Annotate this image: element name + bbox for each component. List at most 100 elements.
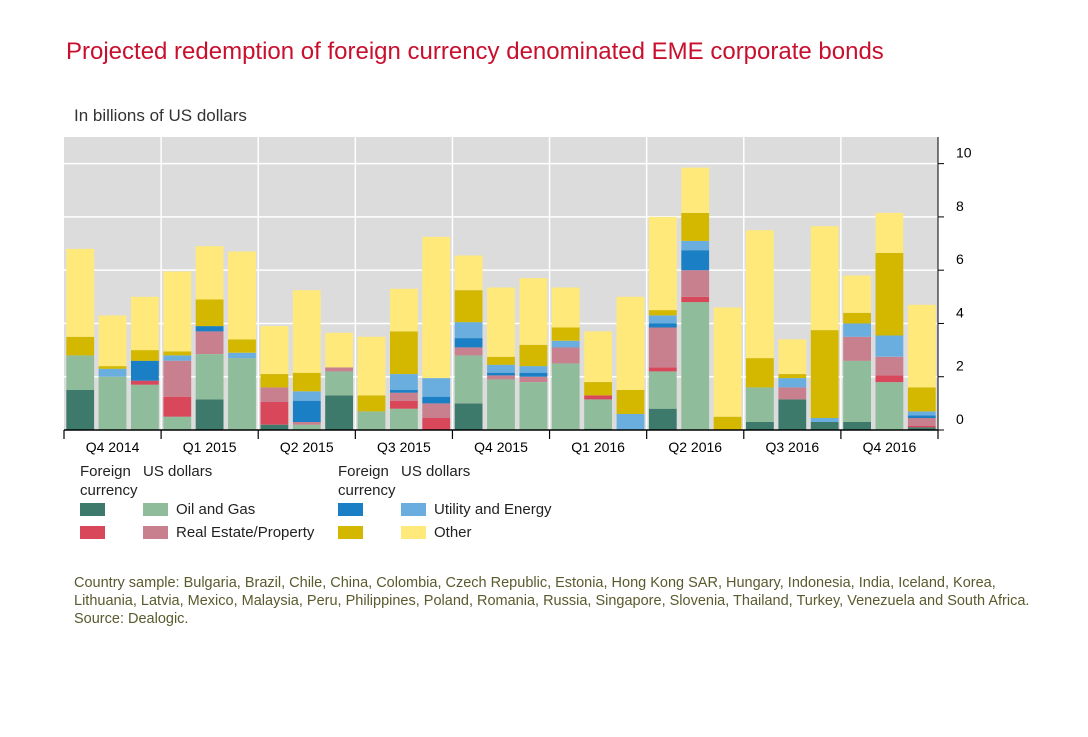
chart-title: Projected redemption of foreign currency… — [66, 38, 884, 65]
bar-segment-other_usd-4 — [195, 246, 224, 300]
bar-segment-other_usd-22 — [778, 339, 807, 374]
bar-segment-other_usd-13 — [487, 287, 515, 357]
bar-segment-other_usd-16 — [584, 331, 612, 382]
bar-segment-other_fc-14 — [519, 344, 548, 367]
bar-segment-ut_usd-12 — [454, 322, 483, 339]
x-tick-label-q1-2015: Q1 2015 — [183, 439, 237, 455]
x-tick-label-q3-2015: Q3 2015 — [377, 439, 431, 455]
bar-segment-re_usd-25 — [875, 356, 904, 376]
bar-segment-ut_usd-18 — [648, 315, 677, 324]
bar-segment-other_usd-20 — [713, 307, 742, 417]
bar-segment-other_fc-19 — [681, 212, 710, 241]
bar-segment-re_usd-18 — [648, 327, 677, 368]
bar-segment-other_fc-7 — [292, 372, 321, 392]
bar-segment-other_usd-14 — [519, 278, 548, 345]
bar-segment-oil_usd-18 — [648, 371, 677, 409]
bar-segment-other_usd-5 — [228, 251, 256, 340]
bar-segment-oil_usd-4 — [195, 354, 224, 400]
bar-segment-ut_usd-22 — [778, 378, 807, 388]
bar-segment-ut_fc-11 — [422, 396, 451, 404]
bar-segment-other_fc-24 — [843, 312, 871, 324]
bar-segment-ut_usd-23 — [810, 418, 839, 422]
bar-segment-re_usd-13 — [487, 375, 515, 380]
y-tick-label-4: 4 — [956, 304, 964, 320]
bar-segment-other_fc-25 — [875, 252, 904, 336]
bar-segment-other_fc-23 — [810, 330, 839, 418]
bar-segment-re_usd-12 — [454, 347, 483, 356]
bar-segment-re_usd-10 — [390, 392, 418, 401]
bar-segment-oil_fc-21 — [746, 422, 774, 430]
bar-segment-re_fc-2 — [131, 380, 159, 385]
bar-segment-oil_usd-21 — [746, 387, 774, 422]
bar-segment-re_fc-10 — [390, 400, 418, 409]
bar-segment-other_fc-13 — [487, 356, 515, 365]
bar-segment-ut_usd-10 — [390, 374, 418, 391]
bar-segment-other_usd-2 — [131, 296, 159, 351]
x-tick-label-q2-2015: Q2 2015 — [280, 439, 334, 455]
bar-segment-other_usd-0 — [66, 248, 95, 337]
bar-segment-ut_usd-25 — [875, 335, 904, 357]
y-tick-label-8: 8 — [956, 198, 964, 214]
bar-segment-other_fc-20 — [713, 416, 742, 430]
bar-segment-ut_fc-7 — [292, 400, 321, 422]
y-tick-label-0: 0 — [956, 411, 964, 427]
bar-segment-oil_fc-4 — [195, 399, 224, 430]
bar-segment-other_fc-21 — [746, 358, 774, 388]
bar-segment-oil_usd-25 — [875, 382, 904, 430]
bar-segment-ut_usd-7 — [292, 391, 321, 401]
bar-segment-other_fc-3 — [163, 351, 192, 356]
bar-segment-ut_usd-14 — [519, 366, 548, 373]
bar-segment-ut_usd-17 — [616, 414, 645, 430]
bar-segment-re_usd-3 — [163, 360, 192, 397]
bar-segment-other_usd-6 — [260, 326, 289, 374]
bar-segment-re_fc-6 — [260, 402, 289, 425]
y-tick-label-2: 2 — [956, 358, 964, 374]
bar-segment-ut_usd-1 — [98, 368, 127, 377]
x-tick-label-q2-2016: Q2 2016 — [668, 439, 722, 455]
bar-segment-oil_usd-24 — [843, 360, 871, 422]
bar-segment-other_usd-11 — [422, 236, 451, 379]
bar-segment-ut_fc-2 — [131, 360, 159, 381]
bar-segment-oil_usd-8 — [325, 371, 353, 396]
bar-segment-ut_fc-18 — [648, 323, 677, 328]
bar-segment-oil_usd-3 — [163, 416, 192, 430]
bar-segment-oil_usd-1 — [98, 376, 127, 430]
bar-segment-other_usd-21 — [746, 230, 774, 359]
bar-segment-ut_fc-10 — [390, 390, 418, 393]
bar-segment-oil_usd-9 — [357, 411, 386, 430]
bar-segment-other_usd-8 — [325, 332, 353, 368]
bar-segment-other_usd-17 — [616, 296, 645, 390]
bar-segment-other_usd-7 — [292, 290, 321, 373]
x-tick-label-q3-2016: Q3 2016 — [765, 439, 819, 455]
bar-segment-oil_usd-12 — [454, 355, 483, 404]
bar-segment-oil_fc-0 — [66, 390, 95, 430]
bar-segment-re_fc-18 — [648, 367, 677, 372]
bar-segment-oil_fc-6 — [260, 424, 289, 430]
bar-segment-oil_usd-19 — [681, 302, 710, 430]
bar-segment-re_usd-4 — [195, 331, 224, 354]
bar-segment-other_fc-0 — [66, 336, 95, 356]
bar-segment-oil_usd-13 — [487, 379, 515, 430]
bar-segment-ut_usd-15 — [551, 340, 580, 348]
bar-segment-other_fc-17 — [616, 390, 645, 414]
bar-segment-other_fc-15 — [551, 327, 580, 341]
bar-segment-oil_usd-16 — [584, 399, 612, 429]
bar-segment-ut_usd-5 — [228, 352, 256, 359]
bar-segment-ut_usd-11 — [422, 378, 451, 397]
bar-segment-oil_fc-12 — [454, 403, 483, 430]
bar-segment-other_fc-5 — [228, 339, 256, 353]
y-tick-label-6: 6 — [956, 251, 964, 267]
bar-segment-other_fc-16 — [584, 382, 612, 396]
bar-segment-other_fc-12 — [454, 290, 483, 323]
bar-segment-re_usd-15 — [551, 347, 580, 364]
bar-segment-re_usd-24 — [843, 336, 871, 361]
bar-segment-other_usd-23 — [810, 226, 839, 331]
bar-segment-re_fc-25 — [875, 375, 904, 383]
bar-segment-oil_fc-23 — [810, 422, 839, 430]
x-tick-label-q4-2016: Q4 2016 — [863, 439, 917, 455]
bar-segment-ut_usd-3 — [163, 355, 192, 361]
y-axis-unit-label: In billions of US dollars — [74, 106, 247, 125]
bar-segment-re_usd-7 — [292, 422, 321, 425]
bar-segment-oil_fc-18 — [648, 408, 677, 430]
